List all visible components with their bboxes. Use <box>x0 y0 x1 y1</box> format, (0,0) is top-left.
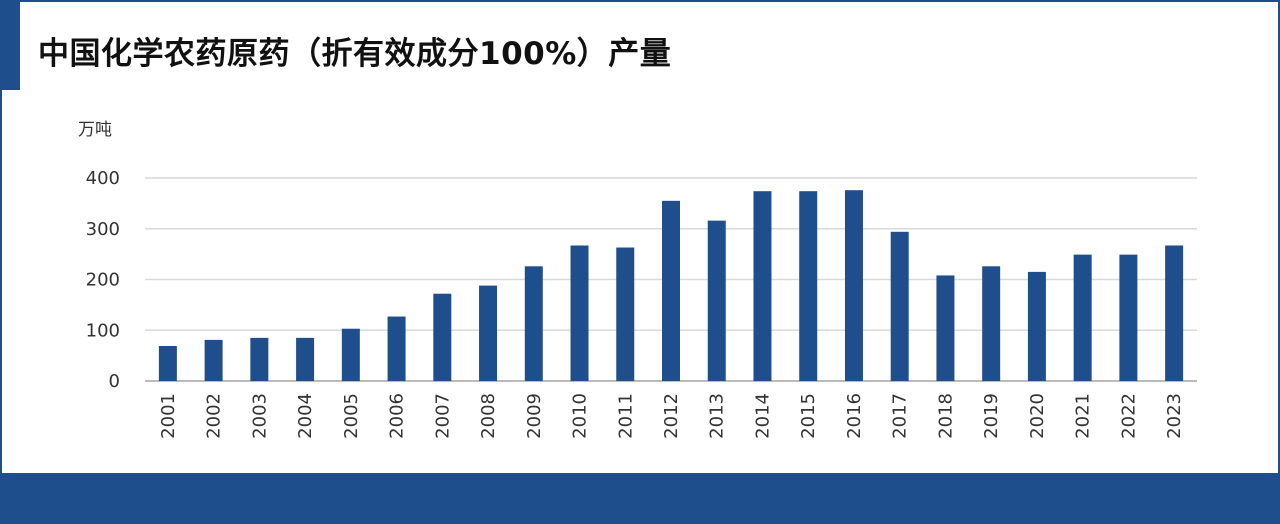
bar-2018 <box>936 275 955 381</box>
chart-title: 中国化学农药原药（折有效成分100%）产量 <box>38 36 672 72</box>
x-tick-label: 2003 <box>249 393 270 439</box>
footer-band <box>0 473 1280 524</box>
bar-2010 <box>570 245 589 381</box>
bar-2011 <box>616 247 635 381</box>
x-tick-label: 2014 <box>752 393 773 439</box>
x-tick-label: 2013 <box>707 393 728 439</box>
title-accent-bar <box>0 0 20 90</box>
bar-2001 <box>158 345 177 381</box>
bar-2004 <box>296 337 315 381</box>
x-tick-label: 2004 <box>295 393 316 439</box>
x-tick-label: 2012 <box>661 393 682 439</box>
x-tick-label: 2002 <box>204 393 225 439</box>
bar-2003 <box>250 337 269 381</box>
x-tick-label: 2020 <box>1027 393 1048 439</box>
bar-2013 <box>707 220 726 381</box>
x-tick-label: 2018 <box>935 393 956 439</box>
bar-2005 <box>341 328 360 381</box>
bar-2002 <box>204 339 223 381</box>
x-tick-label: 2015 <box>798 393 819 439</box>
x-tick-label: 2023 <box>1164 393 1185 439</box>
x-tick-label: 2010 <box>570 393 591 439</box>
x-tick-label: 2016 <box>844 393 865 439</box>
bar-2017 <box>890 231 909 381</box>
x-tick-label: 2019 <box>981 393 1002 439</box>
x-tick-label: 2008 <box>478 393 499 439</box>
x-tick-label: 2006 <box>387 393 408 439</box>
bar-2008 <box>479 285 498 381</box>
bar-2022 <box>1119 254 1138 381</box>
bar-2006 <box>387 316 406 381</box>
x-tick-label: 2005 <box>341 393 362 439</box>
bar-2016 <box>844 190 863 381</box>
x-tick-label: 2001 <box>158 393 179 439</box>
x-tick-label: 2017 <box>890 393 911 439</box>
bar-2020 <box>1027 271 1046 381</box>
y-tick-label: 200 <box>86 270 120 291</box>
y-tick-label: 300 <box>86 219 120 240</box>
x-tick-label: 2007 <box>432 393 453 439</box>
y-tick-label: 400 <box>86 168 120 189</box>
bar-2014 <box>753 191 772 381</box>
x-tick-label: 2011 <box>615 393 636 439</box>
y-axis-unit: 万吨 <box>78 120 112 140</box>
x-tick-label: 2009 <box>524 393 545 439</box>
x-tick-label: 2022 <box>1118 393 1139 439</box>
bar-2009 <box>524 266 543 381</box>
y-tick-label: 0 <box>109 371 120 392</box>
y-tick-label: 100 <box>86 320 120 341</box>
bar-2015 <box>799 191 818 381</box>
bar-2012 <box>662 200 680 381</box>
bar-2023 <box>1165 245 1184 381</box>
bar-2021 <box>1073 254 1092 381</box>
x-tick-label: 2021 <box>1073 393 1094 439</box>
bar-2007 <box>433 293 452 381</box>
bar-2019 <box>982 266 1001 381</box>
